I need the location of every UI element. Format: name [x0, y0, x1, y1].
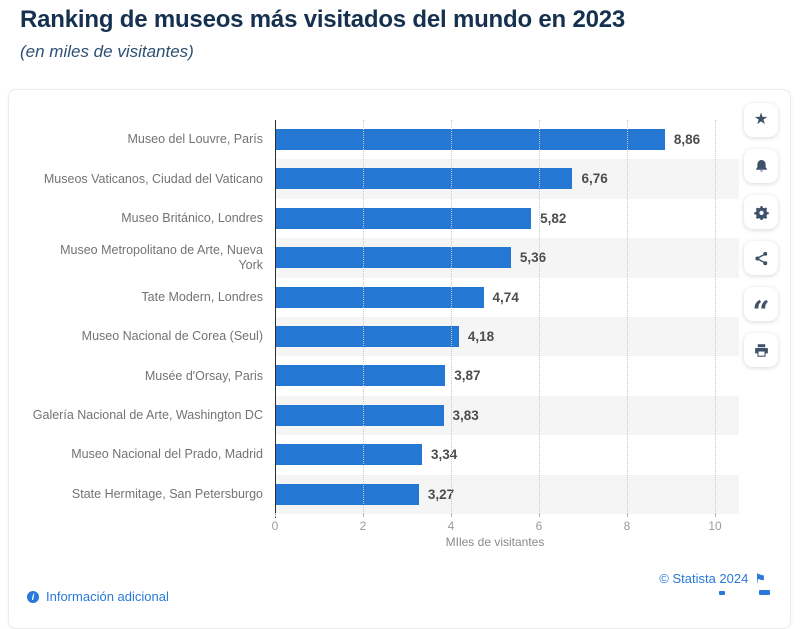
bar[interactable] — [275, 168, 573, 190]
chart-toolbar: ★ — [744, 103, 778, 379]
bar[interactable] — [275, 444, 422, 466]
bar[interactable] — [275, 247, 511, 269]
footer-links-row: i Información adicional — [27, 589, 772, 609]
page-header: Ranking de museos más visitados del mund… — [0, 0, 800, 62]
page-subtitle: (en miles de visitantes) — [20, 42, 194, 61]
value-label: 5,82 — [540, 210, 567, 226]
row-band: 4,74 — [275, 278, 739, 317]
chart-row: Museo del Louvre, París 8,86 — [29, 120, 739, 159]
additional-info-link[interactable]: i Información adicional — [27, 589, 772, 604]
row-band: 5,82 — [275, 199, 739, 238]
category-label: Tate Modern, Londres — [141, 289, 263, 304]
value-label: 4,18 — [467, 328, 495, 344]
settings-gear-button[interactable] — [744, 195, 778, 229]
x-tick-label: 4 — [447, 519, 455, 533]
x-tick-label: 2 — [359, 519, 367, 533]
axis-tick — [363, 513, 364, 517]
category-label: Museos Vaticanos, Ciudad del Vaticano — [43, 171, 263, 186]
notification-bell-icon — [754, 159, 769, 174]
bar[interactable] — [275, 404, 444, 426]
row-band: 3,27 — [275, 474, 739, 514]
chart-row: Museo Nacional del Prado, Madrid 3,34 — [29, 435, 739, 474]
bar[interactable] — [275, 129, 665, 150]
print-button[interactable] — [744, 333, 778, 367]
axis-tick — [715, 513, 716, 517]
cutoff-element — [759, 590, 770, 595]
axis-tick — [275, 513, 276, 517]
favorite-star-button[interactable]: ★ — [744, 103, 778, 137]
value-label: 3,34 — [430, 447, 458, 463]
additional-info-label: Información adicional — [46, 589, 169, 604]
category-label: Museo Británico, Londres — [121, 210, 263, 225]
x-axis: MIles de visitantes 0 2 4 6 8 10 — [29, 513, 739, 555]
page-title: Ranking de museos más visitados del mund… — [20, 6, 626, 33]
category-label: State Hermitage, San Petersburgo — [71, 486, 263, 501]
row-band: 3,83 — [275, 395, 739, 436]
value-label: 4,74 — [492, 289, 519, 305]
row-band: 8,86 — [275, 120, 739, 159]
chart-row: Galería Nacional de Arte, Washington DC … — [29, 395, 739, 436]
chart-card: Museo del Louvre, París 8,86 Museos Vati… — [8, 89, 791, 629]
value-label: 3,87 — [454, 368, 481, 384]
flag-icon[interactable]: ⚑ — [754, 571, 766, 586]
axis-tick — [539, 513, 540, 517]
value-label: 8,86 — [673, 132, 701, 147]
axis-tick — [627, 513, 628, 517]
x-tick-label: 0 — [271, 519, 279, 533]
chart-row: Museo Británico, Londres 5,82 — [29, 199, 739, 238]
category-label: Museo Metropolitano de Arte, Nueva York — [60, 242, 263, 272]
chart-footer: © Statista 2024 ⚑ — [659, 571, 766, 586]
share-button[interactable] — [744, 241, 778, 275]
value-label: 6,76 — [581, 171, 608, 187]
chart-row: Tate Modern, Londres 4,74 — [29, 278, 739, 317]
bar[interactable] — [275, 286, 484, 308]
cutoff-element — [719, 591, 725, 595]
plot-area: Museo del Louvre, París 8,86 Museos Vati… — [29, 120, 739, 518]
value-label: 3,27 — [427, 486, 455, 502]
value-label: 3,83 — [452, 407, 479, 423]
bar[interactable] — [275, 325, 459, 347]
chart-row: Musée d'Orsay, Paris 3,87 — [29, 356, 739, 395]
settings-gear-icon — [753, 205, 769, 220]
category-label: Galería Nacional de Arte, Washington DC — [32, 407, 263, 422]
value-label: 5,36 — [519, 250, 547, 266]
row-band: 6,76 — [275, 159, 739, 199]
category-label: Museo Nacional del Prado, Madrid — [71, 447, 263, 462]
bar[interactable] — [275, 207, 532, 229]
statista-copyright-link[interactable]: © Statista 2024 — [659, 571, 749, 586]
x-tick-label: 8 — [623, 519, 631, 533]
row-band: 3,34 — [275, 435, 739, 474]
print-icon — [754, 343, 769, 358]
x-tick-label: 6 — [535, 519, 543, 533]
category-label: Museo Nacional de Corea (Seul) — [81, 329, 263, 344]
chart-row: Museo Metropolitano de Arte, Nueva York … — [29, 238, 739, 278]
category-label: Museo del Louvre, París — [127, 132, 264, 147]
cite-quote-button[interactable]: “ — [744, 287, 778, 328]
category-label: Musée d'Orsay, Paris — [144, 368, 263, 383]
axis-tick — [451, 513, 452, 517]
chart-row: State Hermitage, San Petersburgo 3,27 — [29, 474, 739, 514]
row-band: 4,18 — [275, 316, 739, 357]
favorite-star-icon: ★ — [753, 111, 769, 128]
bar[interactable] — [275, 483, 419, 505]
bar[interactable] — [275, 365, 446, 387]
row-band: 5,36 — [275, 238, 739, 278]
notification-bell-button[interactable] — [744, 149, 778, 183]
share-icon — [754, 251, 769, 266]
x-axis-label: MIles de visitantes — [445, 535, 545, 549]
chart-row: Museo Nacional de Corea (Seul) 4,18 — [29, 316, 739, 357]
row-band: 3,87 — [275, 356, 739, 395]
chart-row: Museos Vaticanos, Ciudad del Vaticano 6,… — [29, 159, 739, 199]
x-tick-label: 10 — [708, 519, 722, 533]
info-icon: i — [27, 590, 39, 603]
